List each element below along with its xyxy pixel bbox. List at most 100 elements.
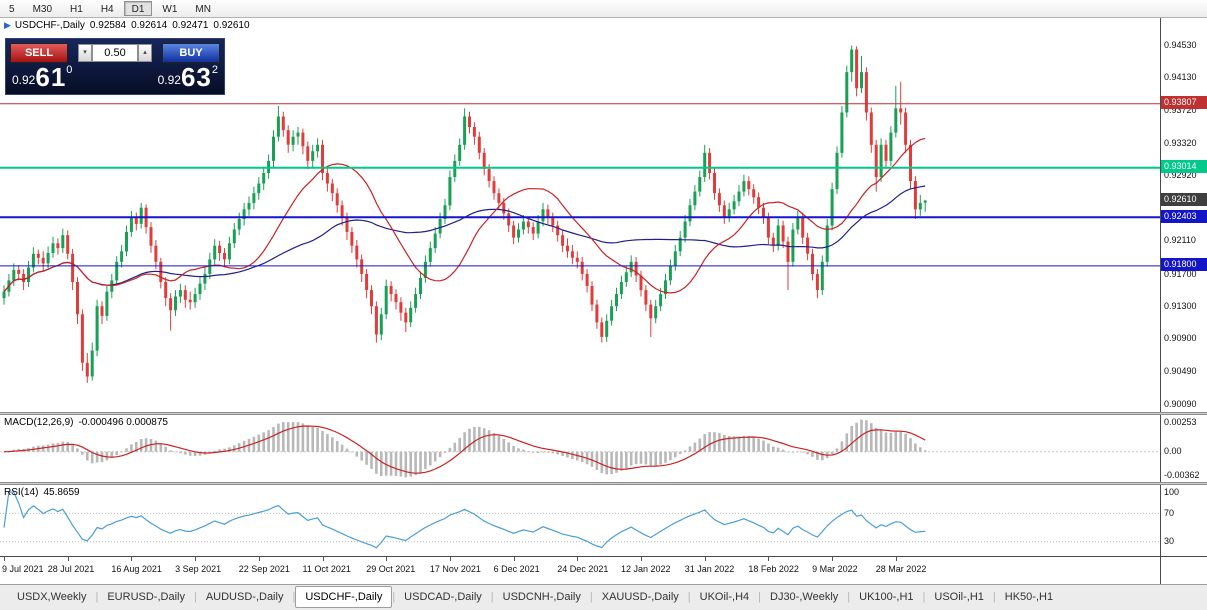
price-axis-label: 0.92110	[1164, 235, 1196, 246]
date-axis-label: 31 Jan 2022	[684, 563, 735, 574]
price-tag: 0.92403	[1161, 209, 1207, 223]
lot-increase-button[interactable]: ▴	[138, 43, 152, 62]
date-axis-label: 16 Aug 2021	[111, 563, 162, 574]
sell-button[interactable]: SELL	[10, 42, 68, 63]
date-tick	[258, 556, 260, 561]
macd-pane[interactable]: MACD(12,26,9) -0.000496 0.000875	[0, 414, 1160, 482]
date-tick	[322, 556, 324, 561]
chart-symbol-icon: ▶	[4, 19, 11, 30]
chart-tab-usdcnh-daily[interactable]: USDCNH-,Daily	[502, 591, 581, 604]
macd-values: -0.000496 0.000875	[78, 416, 168, 428]
date-axis-label: 28 Mar 2022	[875, 563, 927, 574]
buy-price-pipette: 2	[211, 63, 218, 76]
date-tick	[195, 556, 197, 561]
price-axis-label: 0.93320	[1164, 137, 1197, 148]
chart-tab-usdx-weekly[interactable]: USDX,Weekly	[17, 591, 87, 604]
candlestick-chart[interactable]	[0, 18, 1160, 412]
buy-button[interactable]: BUY	[162, 42, 220, 63]
timeframe-button-d1[interactable]: D1	[123, 0, 153, 16]
chart-tab-usdchf-daily[interactable]: USDCHF-,Daily	[295, 586, 393, 609]
sell-price-pipette: 0	[66, 63, 73, 76]
chart-tab-eurusd-daily[interactable]: EURUSD-,Daily	[107, 591, 185, 604]
date-axis-label: 12 Jan 2022	[621, 563, 671, 574]
chart-tab-hk50-h1[interactable]: HK50-,H1	[1004, 591, 1054, 604]
rsi-pane[interactable]: RSI(14) 45.8659	[0, 484, 1160, 556]
chart-title-line: ▶ USDCHF-,Daily 0.92584 0.92614 0.92471 0.926…	[4, 20, 250, 31]
lot-size-input[interactable]	[92, 43, 138, 62]
date-axis-label: 6 Dec 2021	[493, 563, 540, 574]
lot-decrease-button[interactable]: ▾	[78, 43, 92, 62]
price-axis-label: 0.94530	[1164, 40, 1197, 51]
timeframe-button-h1[interactable]: H1	[62, 1, 91, 16]
timeframe-button-h4[interactable]: H4	[93, 1, 122, 16]
main-chart-pane[interactable]: ▶ USDCHF-,Daily 0.92584 0.92614 0.92471 0.926…	[0, 17, 1160, 412]
ohlc-low: 0.92471	[172, 19, 209, 31]
tab-separator: |	[193, 591, 197, 604]
tab-separator: |	[95, 591, 99, 604]
date-tick	[641, 556, 642, 561]
date-tick	[895, 556, 897, 561]
price-axis-label: 0.90490	[1164, 366, 1197, 377]
tab-separator: |	[922, 591, 926, 604]
price-axis-label: 0.91300	[1164, 300, 1197, 311]
ohlc-close: 0.92610	[213, 19, 250, 31]
tab-separator: |	[847, 591, 851, 604]
chart-tab-audusd-daily[interactable]: AUDUSD-,Daily	[205, 591, 284, 604]
chart-tab-ukoil-h4[interactable]: UKOil-,H4	[699, 591, 750, 604]
macd-label: MACD(12,26,9)	[4, 416, 74, 428]
date-axis-label: 22 Sep 2021	[238, 563, 290, 574]
date-tick	[768, 556, 770, 561]
date-axis-label: 29 Oct 2021	[366, 563, 416, 574]
chart-tab-xauusd-daily[interactable]: XAUUSD-,Daily	[601, 591, 679, 604]
ohlc-high: 0.92614	[131, 19, 168, 31]
date-axis-label: 9 Jul 2021	[2, 563, 44, 574]
chart-window: ▶ USDCHF-,Daily 0.92584 0.92614 0.92471 0.926…	[0, 17, 1207, 584]
date-axis-label: 24 Dec 2021	[557, 563, 609, 574]
price-axis-label: 0.90090	[1164, 398, 1197, 409]
date-tick	[832, 556, 834, 561]
rsi-value: 45.8659	[43, 486, 80, 498]
price-axis-label: 0.94130	[1164, 72, 1197, 83]
chart-tab-uk100-h1[interactable]: UK100-,H1	[859, 591, 914, 604]
price-tag: 0.93807	[1161, 96, 1207, 110]
timeframe-button-m30[interactable]: M30	[25, 1, 60, 16]
axis-corner	[1160, 555, 1207, 584]
timeframe-button-w1[interactable]: W1	[154, 1, 185, 16]
rsi-axis-label: 100	[1164, 486, 1180, 497]
lot-size-control: ▾▴	[78, 43, 152, 62]
macd-axis[interactable]: 0.00253 0.00 -0.00362	[1160, 414, 1207, 482]
chart-tab-dj30-weekly[interactable]: DJ30-,Weekly	[770, 591, 839, 604]
date-tick	[704, 556, 706, 561]
pane-splitter[interactable]	[0, 481, 1207, 485]
chart-tab-usdcad-daily[interactable]: USDCAD-,Daily	[404, 591, 482, 604]
timeframe-button-5[interactable]: 5	[1, 1, 23, 16]
price-tag: 0.92610	[1161, 193, 1207, 207]
price-tag: 0.91800	[1161, 258, 1207, 272]
price-axis[interactable]: 0.94530 0.94130 0.93720 0.93320 0.92920 0.921…	[1160, 17, 1207, 412]
date-axis[interactable]: 9 Jul 2021 28 Jul 2021 16 Aug 2021 3 Sep 20…	[0, 555, 1160, 584]
rsi-label: RSI(14)	[4, 486, 39, 498]
date-axis-label: 17 Nov 2021	[429, 563, 481, 574]
date-tick	[67, 556, 69, 561]
buy-price-prefix: 0.92	[157, 72, 181, 87]
rsi-label-line: RSI(14) 45.8659	[4, 487, 80, 498]
date-tick	[131, 556, 133, 561]
chart-symbol-label: USDCHF-,Daily	[14, 19, 85, 31]
date-axis-label: 18 Feb 2022	[748, 563, 799, 574]
timeframe-toolbar: 5 M30 H1 H4 D1 W1 MN	[0, 0, 1207, 18]
pane-splitter[interactable]	[0, 411, 1207, 415]
tab-separator: |	[490, 591, 494, 604]
price-tag: 0.93014	[1161, 160, 1207, 174]
tab-separator: |	[992, 591, 996, 604]
chart-tab-bar: USDX,Weekly | EURUSD-,Daily | AUDUSD-,Daily |…	[0, 583, 1207, 610]
sell-price-big-digits: 61	[35, 61, 67, 92]
date-axis-label: 11 Oct 2021	[302, 563, 351, 574]
date-tick	[513, 556, 515, 561]
timeframe-button-mn[interactable]: MN	[187, 1, 219, 16]
tab-separator: |	[589, 591, 593, 604]
rsi-axis[interactable]: 100 70 30	[1160, 484, 1207, 556]
tab-separator: |	[758, 591, 761, 604]
macd-chart	[0, 419, 1160, 477]
chart-tab-usoil-h1[interactable]: USOil-,H1	[934, 591, 984, 604]
